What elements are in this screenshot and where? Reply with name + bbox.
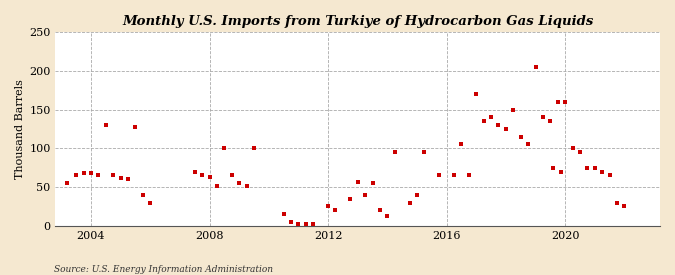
Point xyxy=(556,169,566,174)
Point xyxy=(211,183,222,188)
Point xyxy=(493,123,504,127)
Point xyxy=(234,181,244,185)
Point xyxy=(434,173,445,178)
Point xyxy=(101,123,111,127)
Point xyxy=(196,173,207,178)
Point xyxy=(537,115,548,119)
Point xyxy=(360,193,371,197)
Point xyxy=(604,173,615,178)
Point xyxy=(226,173,237,178)
Point xyxy=(500,127,511,131)
Point xyxy=(508,107,518,112)
Point xyxy=(404,200,415,205)
Point xyxy=(308,221,319,226)
Point xyxy=(108,173,119,178)
Point xyxy=(86,171,97,175)
Point xyxy=(330,208,341,213)
Point xyxy=(352,180,363,184)
Point xyxy=(456,142,467,147)
Point xyxy=(62,181,73,185)
Point xyxy=(248,146,259,150)
Point xyxy=(219,146,230,150)
Y-axis label: Thousand Barrels: Thousand Barrels xyxy=(15,79,25,179)
Point xyxy=(560,100,570,104)
Title: Monthly U.S. Imports from Turkiye of Hydrocarbon Gas Liquids: Monthly U.S. Imports from Turkiye of Hyd… xyxy=(122,15,593,28)
Point xyxy=(300,221,311,226)
Point xyxy=(619,204,630,209)
Point xyxy=(612,200,622,205)
Point xyxy=(548,166,559,170)
Point xyxy=(130,124,141,129)
Point xyxy=(71,173,82,178)
Point xyxy=(522,142,533,147)
Point xyxy=(597,169,608,174)
Point xyxy=(389,150,400,154)
Point xyxy=(241,183,252,188)
Point xyxy=(93,173,104,178)
Point xyxy=(471,92,482,96)
Point xyxy=(449,173,460,178)
Point xyxy=(204,175,215,179)
Point xyxy=(582,166,593,170)
Text: Source: U.S. Energy Information Administration: Source: U.S. Energy Information Administ… xyxy=(54,265,273,274)
Point xyxy=(78,171,89,175)
Point xyxy=(375,208,385,213)
Point xyxy=(382,214,393,218)
Point xyxy=(552,100,563,104)
Point xyxy=(123,177,134,182)
Point xyxy=(293,222,304,227)
Point xyxy=(345,197,356,201)
Point xyxy=(486,115,497,119)
Point xyxy=(530,65,541,69)
Point xyxy=(286,220,296,224)
Point xyxy=(567,146,578,150)
Point xyxy=(189,169,200,174)
Point xyxy=(574,150,585,154)
Point xyxy=(515,134,526,139)
Point xyxy=(367,181,378,185)
Point xyxy=(115,176,126,180)
Point xyxy=(412,193,423,197)
Point xyxy=(323,204,333,209)
Point xyxy=(145,200,156,205)
Point xyxy=(138,193,148,197)
Point xyxy=(464,173,475,178)
Point xyxy=(419,150,430,154)
Point xyxy=(545,119,556,123)
Point xyxy=(589,166,600,170)
Point xyxy=(278,212,289,216)
Point xyxy=(479,119,489,123)
